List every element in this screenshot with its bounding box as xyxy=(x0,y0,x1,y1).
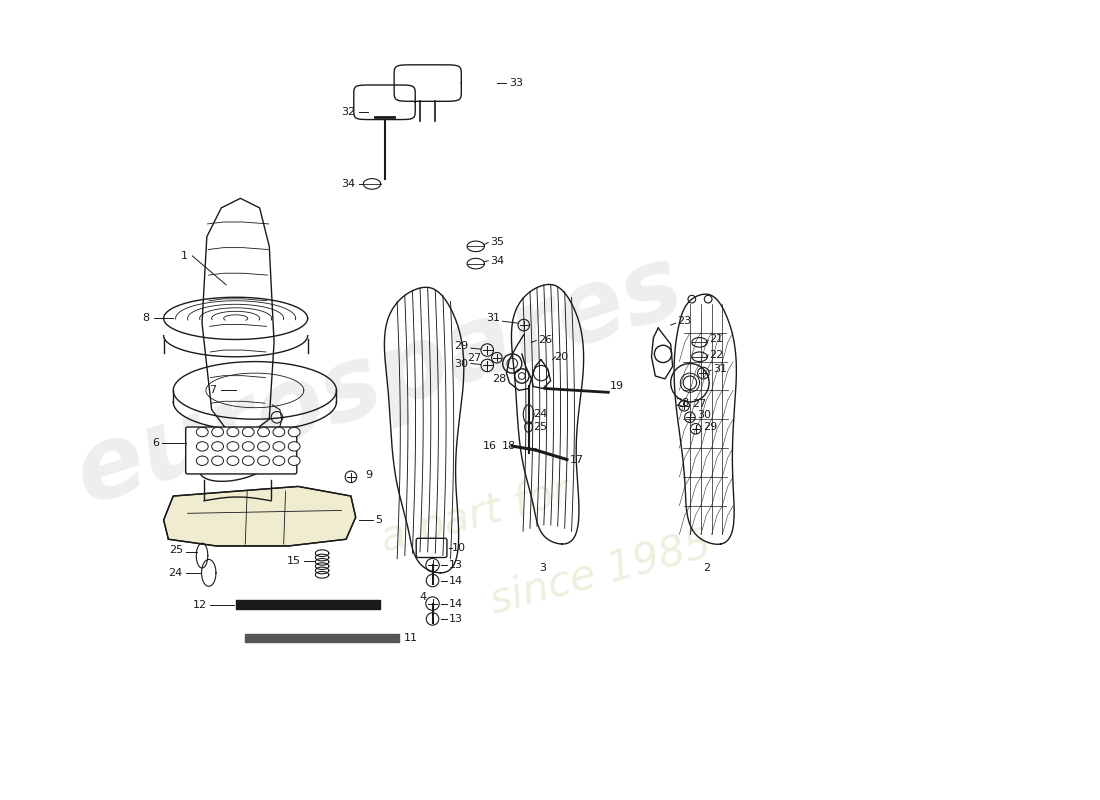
Text: 24: 24 xyxy=(168,568,183,578)
Text: 15: 15 xyxy=(287,556,301,566)
Ellipse shape xyxy=(288,427,300,437)
Ellipse shape xyxy=(227,427,239,437)
Text: 17: 17 xyxy=(570,454,584,465)
Text: 16: 16 xyxy=(483,441,497,451)
Ellipse shape xyxy=(242,456,254,466)
Ellipse shape xyxy=(197,456,208,466)
FancyBboxPatch shape xyxy=(416,538,447,558)
Text: 8: 8 xyxy=(142,314,150,323)
Text: 14: 14 xyxy=(449,598,463,609)
Text: 12: 12 xyxy=(192,599,207,610)
Polygon shape xyxy=(164,486,355,546)
Text: 4: 4 xyxy=(419,592,427,602)
Text: 34: 34 xyxy=(342,179,355,189)
Text: 3: 3 xyxy=(539,563,547,574)
Text: since 1985: since 1985 xyxy=(485,523,716,622)
Ellipse shape xyxy=(227,456,239,466)
Text: 2: 2 xyxy=(703,563,710,574)
Text: 14: 14 xyxy=(449,575,463,586)
Text: 29: 29 xyxy=(703,422,717,432)
Text: 29: 29 xyxy=(454,342,469,351)
Text: 20: 20 xyxy=(554,352,569,362)
Text: 5: 5 xyxy=(375,515,382,525)
Text: 28: 28 xyxy=(492,374,506,384)
Text: 6: 6 xyxy=(152,438,158,448)
Text: 13: 13 xyxy=(449,560,463,570)
Ellipse shape xyxy=(227,442,239,451)
Text: 30: 30 xyxy=(454,358,469,369)
Text: eurospares: eurospares xyxy=(64,237,695,525)
Text: 9: 9 xyxy=(365,470,373,480)
Text: 31: 31 xyxy=(713,364,727,374)
Text: 25: 25 xyxy=(534,422,548,432)
Ellipse shape xyxy=(257,442,270,451)
Text: 28: 28 xyxy=(675,398,690,408)
Text: 22: 22 xyxy=(710,350,724,360)
Ellipse shape xyxy=(242,427,254,437)
Text: 13: 13 xyxy=(449,614,463,624)
Ellipse shape xyxy=(257,456,270,466)
Text: 30: 30 xyxy=(697,410,712,420)
Ellipse shape xyxy=(257,427,270,437)
Ellipse shape xyxy=(273,427,285,437)
Text: 7: 7 xyxy=(209,386,217,395)
Ellipse shape xyxy=(197,442,208,451)
Text: 32: 32 xyxy=(342,107,355,117)
Ellipse shape xyxy=(288,442,300,451)
Text: 24: 24 xyxy=(534,410,548,419)
Text: 18: 18 xyxy=(502,441,516,451)
Ellipse shape xyxy=(211,442,223,451)
Text: 35: 35 xyxy=(491,237,504,246)
Text: 27: 27 xyxy=(692,399,706,409)
Ellipse shape xyxy=(211,456,223,466)
Text: 31: 31 xyxy=(486,314,499,323)
Ellipse shape xyxy=(273,456,285,466)
Text: 34: 34 xyxy=(491,256,504,266)
Text: 23: 23 xyxy=(678,316,692,326)
Ellipse shape xyxy=(197,427,208,437)
Ellipse shape xyxy=(211,427,223,437)
FancyBboxPatch shape xyxy=(186,427,297,474)
Text: 27: 27 xyxy=(468,353,482,362)
Ellipse shape xyxy=(273,442,285,451)
Text: 26: 26 xyxy=(538,335,552,346)
Text: 19: 19 xyxy=(610,381,625,390)
Text: 25: 25 xyxy=(168,545,183,555)
Text: 11: 11 xyxy=(404,633,418,643)
Ellipse shape xyxy=(242,442,254,451)
Text: 10: 10 xyxy=(452,543,465,553)
Text: 21: 21 xyxy=(710,334,723,345)
Text: 33: 33 xyxy=(509,78,524,88)
Text: a part for: a part for xyxy=(376,470,575,561)
Text: 1: 1 xyxy=(180,251,188,261)
Ellipse shape xyxy=(288,456,300,466)
